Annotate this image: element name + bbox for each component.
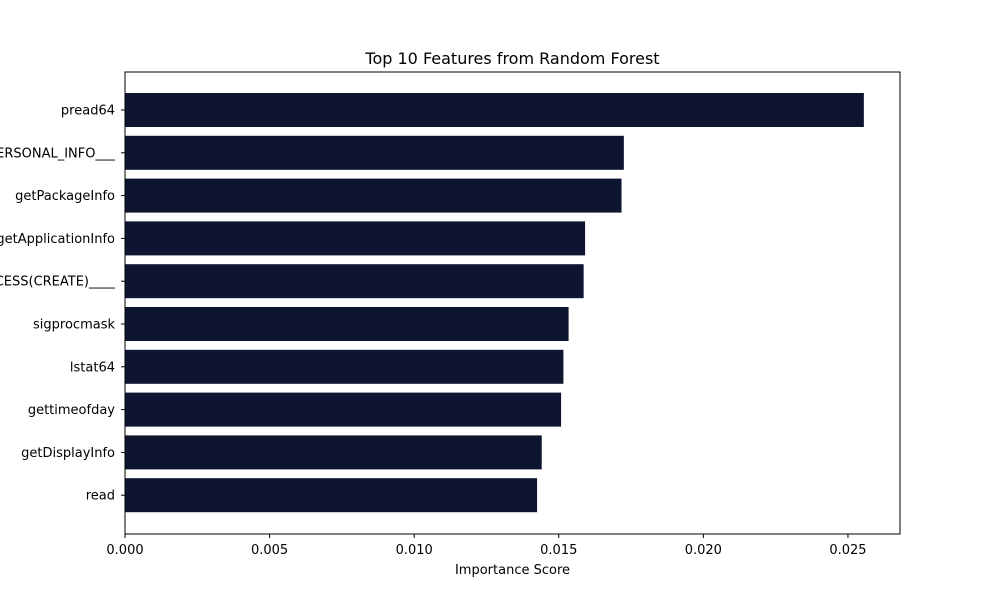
x-axis-label: Importance Score [455, 563, 570, 578]
bar-2 [125, 178, 622, 213]
x-tick-label-0: 0.000 [106, 543, 143, 558]
bars-group [125, 93, 864, 513]
x-tick-label-3: 0.015 [540, 543, 577, 558]
y-tick-label-4: ___FS_ACCESS(CREATE)____ [0, 275, 115, 290]
y-tick-label-1: ___PERSONAL_INFO___ [0, 146, 115, 161]
y-tick-label-0: pread64 [61, 104, 115, 119]
y-axis: pread64 ___PERSONAL_INFO___ getPackageInfo… [0, 104, 125, 504]
plot-frame [124, 71, 901, 535]
y-tick-label-7: gettimeofday [28, 403, 115, 418]
x-tick-label-2: 0.010 [396, 543, 433, 558]
y-tick-label-9: read [86, 489, 115, 504]
bar-0 [125, 93, 864, 127]
y-tick-label-3: getApplicationInfo [0, 232, 115, 247]
x-axis: 0.000 0.005 0.010 0.015 0.020 0.025 [106, 534, 867, 558]
chart-title: Top 10 Features from Random Forest [364, 49, 659, 68]
bar-5 [125, 307, 569, 341]
x-tick-label-5: 0.025 [829, 543, 866, 558]
y-tick-label-2: getPackageInfo [15, 189, 115, 204]
x-tick-label-4: 0.020 [685, 543, 722, 558]
bar-3 [125, 221, 586, 256]
bar-1 [125, 135, 624, 170]
x-tick-label-1: 0.005 [251, 543, 288, 558]
bar-4 [125, 264, 584, 299]
bar-7 [125, 392, 562, 427]
y-tick-label-6: lstat64 [70, 360, 115, 375]
bar-6 [125, 349, 564, 384]
y-tick-label-8: getDisplayInfo [21, 446, 115, 461]
bar-8 [125, 435, 542, 470]
bar-9 [125, 478, 538, 513]
y-tick-label-5: sigprocmask [33, 318, 115, 333]
